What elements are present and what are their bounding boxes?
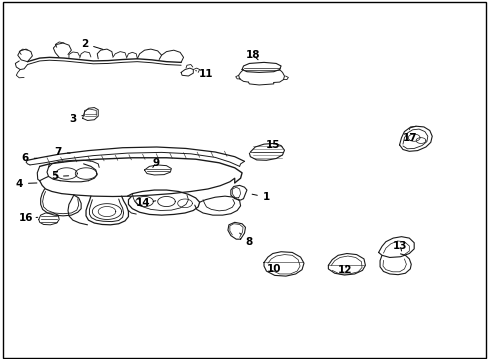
Text: 15: 15 [265,140,280,150]
Text: 12: 12 [337,265,351,275]
Text: 16: 16 [19,213,38,223]
Text: 7: 7 [55,147,70,157]
Text: 1: 1 [252,192,269,202]
Text: 5: 5 [51,171,68,181]
Text: 6: 6 [21,153,37,163]
Text: 18: 18 [245,50,260,60]
Text: 14: 14 [136,198,156,208]
Text: 2: 2 [81,39,102,49]
Text: 10: 10 [266,264,281,274]
Text: 8: 8 [239,233,252,247]
Text: 13: 13 [392,241,407,251]
Text: 4: 4 [16,179,37,189]
Text: 17: 17 [402,133,417,143]
Text: 3: 3 [69,114,82,124]
Text: 11: 11 [195,69,213,79]
Text: 9: 9 [152,158,159,168]
